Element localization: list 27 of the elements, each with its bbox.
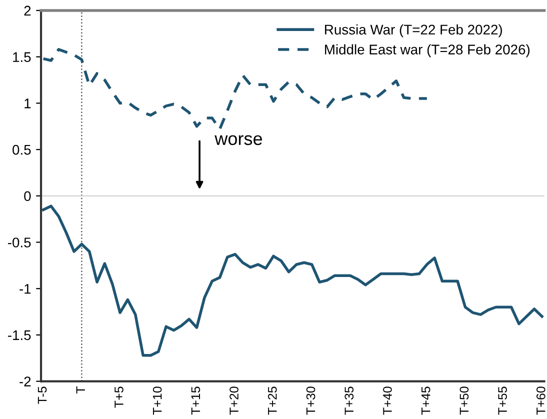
- y-tick-label: -1.5: [8, 330, 31, 340]
- x-tick-label: T+5: [114, 386, 124, 408]
- y-tick-label: 1: [24, 98, 31, 108]
- x-tick-label: T+55: [498, 386, 507, 415]
- y-tick-label: -2: [20, 376, 31, 386]
- legend-label: Russia War (T=22 Feb 2022): [325, 24, 502, 38]
- y-tick-label: 0: [24, 191, 31, 202]
- annotation: worse: [214, 135, 262, 146]
- y-tick-label: 0.5: [12, 144, 31, 155]
- x-tick-label: T+50: [460, 386, 469, 415]
- x-tick-label: T+10: [152, 386, 162, 415]
- x-tick-label: T+35: [344, 386, 354, 415]
- y-tick-label: -0.5: [8, 238, 31, 248]
- line-series: [42, 204, 544, 357]
- x-tick-label: T-5: [38, 386, 47, 404]
- x-tick-label: T+60: [536, 386, 546, 415]
- y-tick-label: 1.5: [13, 52, 31, 62]
- x-tick-label: T+20: [230, 386, 238, 415]
- legend-label: Middle East war (T=28 Feb 2026): [325, 44, 530, 58]
- y-tick-label: 2: [24, 6, 31, 16]
- x-tick-label: T+40: [383, 386, 392, 415]
- x-tick-label: T+30: [306, 386, 316, 415]
- y-tick-label: -1: [20, 284, 31, 294]
- x-tick-label: T+15: [191, 386, 200, 415]
- x-tick-label: T+25: [268, 386, 277, 415]
- x-tick-label: T: [76, 386, 85, 394]
- x-tick-label: T+45: [422, 386, 430, 415]
